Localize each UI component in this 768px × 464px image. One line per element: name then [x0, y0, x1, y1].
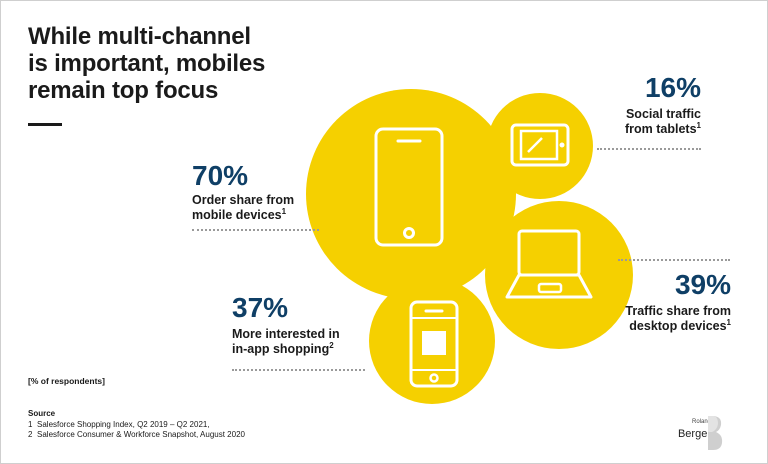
inapp-circle [369, 278, 495, 404]
stat-label-text: in-app shopping [232, 342, 330, 356]
laptop-icon [505, 229, 593, 299]
stat-value: 16% [644, 72, 701, 103]
app-phone-icon [409, 300, 459, 388]
respondents-note: [% of respondents] [28, 376, 105, 386]
leader-line-desktop [618, 259, 730, 261]
stat-desktop: 39% Traffic share from desktop devices1 [601, 270, 731, 334]
logo-text-small: Roland [691, 419, 711, 425]
stat-label-line-2: from tablets1 [596, 120, 701, 137]
leader-line-tablet [597, 148, 701, 150]
desktop-circle [485, 201, 633, 349]
footnote-marker: 1 [696, 120, 701, 130]
smartphone-icon [374, 127, 444, 247]
stat-label-text: from tablets [625, 122, 697, 136]
stat-label: Social traffic from tablets1 [596, 107, 701, 137]
title-underline [28, 123, 62, 126]
stat-label-line-1: Traffic share from [625, 304, 731, 318]
roland-berger-logo: Roland Berger [669, 415, 745, 451]
leader-line-mobile [192, 229, 319, 231]
stat-value: 37% [232, 292, 289, 323]
page-title: While multi-channel is important, mobile… [28, 23, 328, 104]
stat-label-line-2: in-app shopping2 [232, 340, 340, 357]
footnote-marker: 1 [726, 317, 731, 327]
title-line-2: is important, mobiles [28, 50, 266, 77]
stat-label-line-1: Social traffic [625, 107, 701, 121]
stat-inapp: 37% More interested in in-app shopping2 [232, 293, 340, 357]
stat-label: Order share from mobile devices1 [192, 193, 294, 223]
stat-label-line-2: desktop devices1 [601, 317, 731, 334]
source-number: 1 [28, 419, 33, 429]
logo-b-mark-icon [708, 416, 723, 450]
tablet-icon [510, 123, 570, 167]
stat-label-text: mobile devices [192, 208, 282, 222]
source-notes: Source 1 Salesforce Shopping Index, Q2 20… [28, 409, 245, 441]
footnote-marker: 2 [329, 340, 334, 350]
footnote-marker: 1 [281, 206, 287, 216]
stat-label: More interested in in-app shopping2 [232, 327, 340, 357]
stat-label-text: desktop devices [629, 319, 727, 333]
source-item: 1 Salesforce Shopping Index, Q2 2019 – Q2… [28, 420, 245, 431]
stat-value: 39% [674, 269, 731, 300]
stat-tablet: 16% Social traffic from tablets1 [596, 73, 701, 137]
title-line-3: remain top focus [28, 77, 219, 104]
stat-label: Traffic share from desktop devices1 [601, 304, 731, 334]
source-item: 2 Salesforce Consumer & Workforce Snapsho… [28, 430, 245, 441]
stat-label-line-1: More interested in [232, 327, 340, 341]
stat-label-line-1: Order share from [192, 193, 295, 207]
source-text: Salesforce Consumer & Workforce Snapshot… [37, 430, 245, 439]
title-line-1: While multi-channel [28, 23, 251, 50]
stat-value: 70% [192, 160, 249, 191]
stat-label-line-2: mobile devices1 [192, 206, 294, 223]
source-number: 2 [28, 430, 33, 439]
leader-line-inapp [232, 369, 365, 371]
mobile-circle [306, 89, 516, 299]
logo-text-big: Berger [677, 428, 711, 440]
source-heading: Source [28, 409, 56, 418]
source-text: Salesforce Shopping Index, Q2 2019 – Q2 … [37, 419, 210, 429]
stat-mobile: 70% Order share from mobile devices1 [192, 161, 294, 223]
tablet-circle [487, 93, 593, 199]
